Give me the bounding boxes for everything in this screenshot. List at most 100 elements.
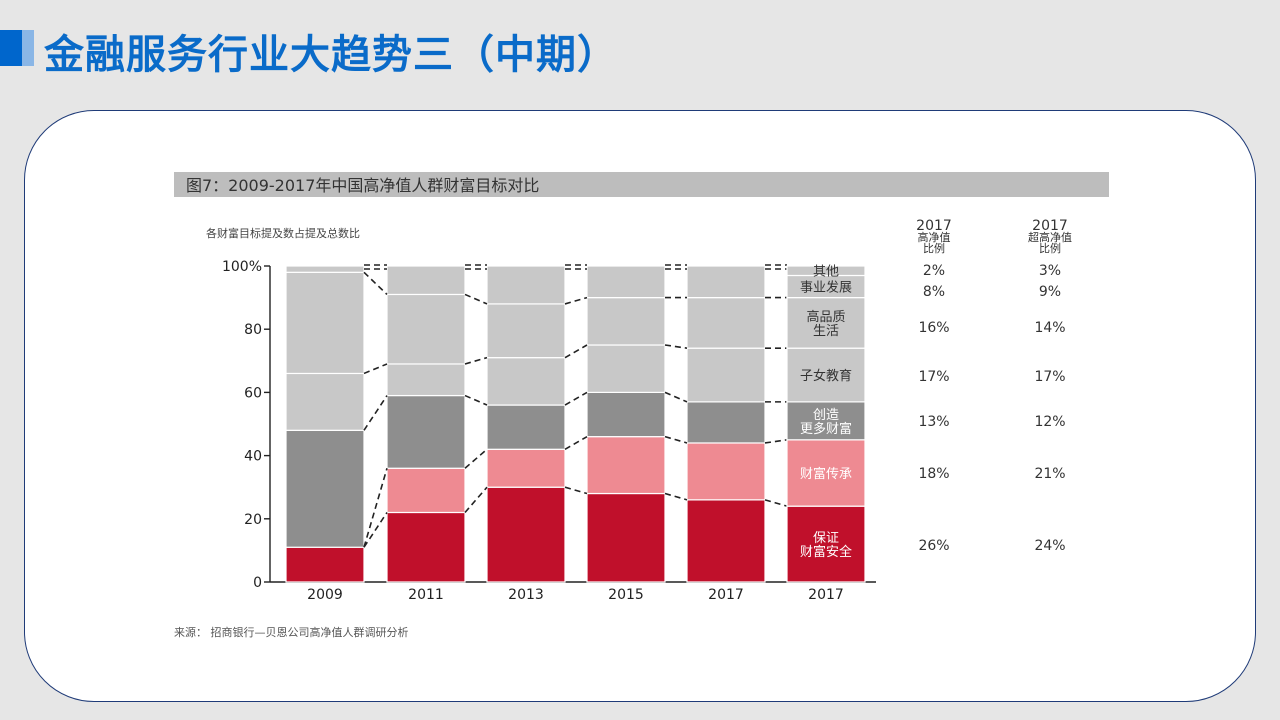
- legend-segment-label: 其他: [813, 265, 839, 280]
- legend-segment: [786, 439, 866, 507]
- connector-line: [664, 391, 688, 403]
- connector-line: [363, 512, 388, 548]
- table-header-hnw: 高净值: [918, 230, 951, 244]
- bar-segment: [486, 357, 566, 406]
- y-tick-label: 0: [253, 575, 262, 591]
- table-header-uhnw: 超高净值: [1028, 230, 1072, 244]
- connector-line: [464, 448, 488, 469]
- page-title: 金融服务行业大趋势三（中期）: [44, 32, 618, 78]
- bar-segment: [285, 546, 365, 583]
- connector-line: [363, 271, 388, 296]
- connector-line: [564, 435, 588, 450]
- bar-segment: [386, 511, 466, 583]
- connector-line: [764, 439, 788, 444]
- table-cell-hnw: 18%: [918, 466, 949, 482]
- bar-segment: [285, 372, 365, 431]
- legend-segment-label: 财富传承: [800, 466, 852, 482]
- connector-line: [363, 468, 388, 548]
- table-cell-uhnw: 21%: [1034, 466, 1065, 482]
- table-cell-uhnw: 9%: [1039, 284, 1061, 300]
- bar-segment: [386, 265, 466, 296]
- bar-segment: [386, 394, 466, 469]
- x-tick-label: 2015: [608, 587, 644, 603]
- bar-segment: [586, 344, 666, 394]
- y-tick-label: 60: [244, 385, 262, 401]
- legend-segment-label: 高品质: [806, 309, 845, 325]
- table-header-uhnw: 2017: [1032, 218, 1068, 234]
- table-cell-uhnw: 3%: [1039, 263, 1061, 279]
- table-cell-uhnw: 17%: [1034, 369, 1065, 385]
- connector-line: [564, 344, 588, 359]
- bar-segment: [686, 442, 766, 501]
- title-accent-icon: [0, 30, 22, 66]
- bar-segment: [586, 391, 666, 438]
- connector-line: [664, 435, 688, 444]
- connector-line: [464, 486, 488, 514]
- legend-segment: [786, 265, 866, 277]
- bar-segment: [686, 401, 766, 444]
- connector-line: [564, 296, 588, 305]
- y-axis-label: 各财富目标提及数占提及总数比: [206, 226, 360, 240]
- legend-segment-label: 更多财富: [800, 421, 852, 437]
- table-cell-hnw: 16%: [918, 320, 949, 336]
- legend-segment: [786, 401, 866, 441]
- bar-segment: [686, 265, 766, 299]
- legend-segment-label: 子女教育: [800, 368, 852, 384]
- bar-segment: [686, 347, 766, 403]
- y-tick-label: 40: [244, 449, 262, 465]
- bar-segment: [486, 404, 566, 450]
- connector-line: [363, 395, 388, 431]
- connector-line: [464, 293, 488, 305]
- bar-segment: [686, 499, 766, 583]
- x-tick-label: 2009: [307, 587, 343, 603]
- legend-segment-label: 创造: [813, 408, 839, 423]
- table-cell-uhnw: 14%: [1034, 320, 1065, 336]
- legend-segment-label: 生活: [813, 324, 839, 339]
- bar-segment: [386, 293, 466, 365]
- legend-segment: [786, 347, 866, 403]
- connector-line: [464, 356, 488, 365]
- table-header-hnw: 比例: [923, 241, 945, 255]
- connector-line: [664, 344, 688, 349]
- connector-line: [564, 391, 588, 406]
- legend-segment-label: 保证: [813, 531, 839, 546]
- x-tick-label: 2017: [708, 587, 744, 603]
- table-header-hnw: 2017: [916, 218, 952, 234]
- x-tick-label: 2017: [808, 587, 844, 603]
- bar-segment: [486, 265, 566, 305]
- bar-segment: [486, 448, 566, 488]
- chart-title: 图7：2009-2017年中国高净值人群财富目标对比: [186, 176, 539, 195]
- x-tick-label: 2011: [408, 587, 444, 603]
- table-cell-hnw: 13%: [918, 414, 949, 430]
- table-cell-hnw: 26%: [918, 538, 949, 554]
- title-accent-light-icon: [22, 30, 34, 66]
- x-tick-label: 2013: [508, 587, 544, 603]
- bar-segment: [285, 265, 365, 273]
- connector-line: [764, 499, 788, 507]
- bar-segment: [285, 429, 365, 548]
- bar-segment: [586, 297, 666, 346]
- connector-line: [564, 486, 588, 495]
- bar-segment: [586, 436, 666, 495]
- bar-segment: [686, 297, 766, 349]
- bar-segment: [486, 303, 566, 359]
- y-tick-label: 100%: [222, 259, 262, 275]
- table-header-uhnw: 比例: [1039, 241, 1061, 255]
- table-cell-hnw: 17%: [918, 369, 949, 385]
- title-bar: 金融服务行业大趋势三（中期）: [0, 18, 1280, 78]
- y-tick-label: 80: [244, 322, 262, 338]
- legend-segment-label: 事业发展: [800, 280, 852, 296]
- y-tick-label: 20: [244, 512, 262, 528]
- source-note: 来源： 招商银行—贝恩公司高净值人群调研分析: [174, 625, 409, 639]
- bar-segment: [285, 271, 365, 375]
- table-cell-uhnw: 12%: [1034, 414, 1065, 430]
- connector-line: [664, 492, 688, 501]
- table-cell-hnw: 8%: [923, 284, 945, 300]
- bar-segment: [486, 486, 566, 583]
- connector-line: [464, 394, 488, 406]
- legend-segment: [786, 505, 866, 583]
- bar-segment: [386, 467, 466, 514]
- bar-segment: [586, 265, 666, 299]
